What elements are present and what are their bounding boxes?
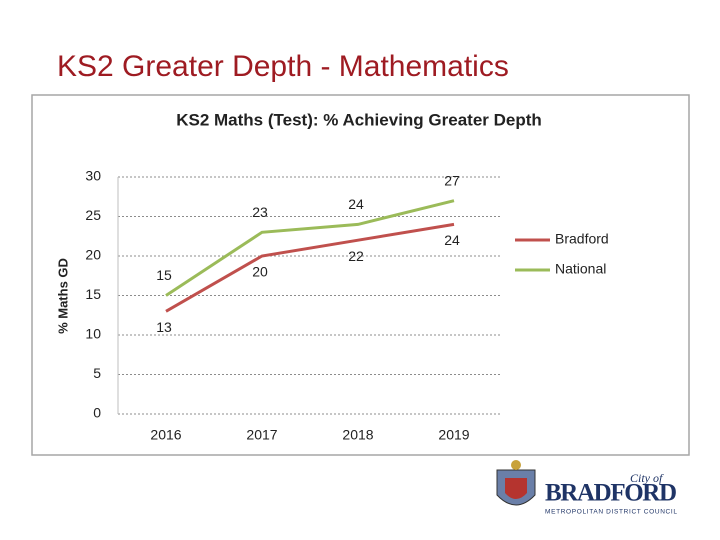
logo: City of BRADFORD METROPOLITAN DISTRICT C… [496, 460, 677, 516]
x-tick-label: 2017 [246, 427, 277, 443]
data-label: 13 [156, 319, 172, 335]
data-label: 27 [444, 172, 460, 188]
chart-title: KS2 Maths (Test): % Achieving Greater De… [176, 110, 542, 129]
logo-line3: METROPOLITAN DISTRICT COUNCIL [545, 509, 677, 516]
y-tick-label: 15 [85, 286, 101, 302]
crest-top [511, 460, 521, 470]
chart-frame [31, 94, 690, 456]
y-tick-label: 20 [85, 247, 101, 263]
series-line [165, 222, 455, 313]
legend-label: Bradford [555, 231, 609, 247]
data-label: 20 [252, 264, 268, 280]
crest-inner [505, 478, 527, 499]
y-tick-label: 5 [93, 365, 101, 381]
data-label: 23 [252, 204, 268, 220]
logo-line2: BRADFORD [545, 480, 677, 507]
x-tick-label: 2019 [438, 427, 469, 443]
y-tick-label: 30 [85, 168, 101, 184]
data-label: 15 [156, 267, 172, 283]
data-label: 24 [348, 196, 364, 212]
series-line [165, 199, 455, 297]
y-tick-label: 0 [93, 405, 101, 421]
y-tick-label: 25 [85, 207, 101, 223]
x-tick-label: 2018 [342, 427, 373, 443]
legend-label: National [555, 261, 606, 277]
y-tick-label: 10 [85, 326, 101, 342]
slide-title: KS2 Greater Depth - Mathematics [57, 50, 509, 83]
data-label: 22 [348, 248, 364, 264]
data-label: 24 [444, 232, 460, 248]
logo-line1: City of [630, 471, 664, 485]
x-tick-label: 2016 [150, 427, 181, 443]
y-axis-label: % Maths GD [55, 258, 70, 334]
